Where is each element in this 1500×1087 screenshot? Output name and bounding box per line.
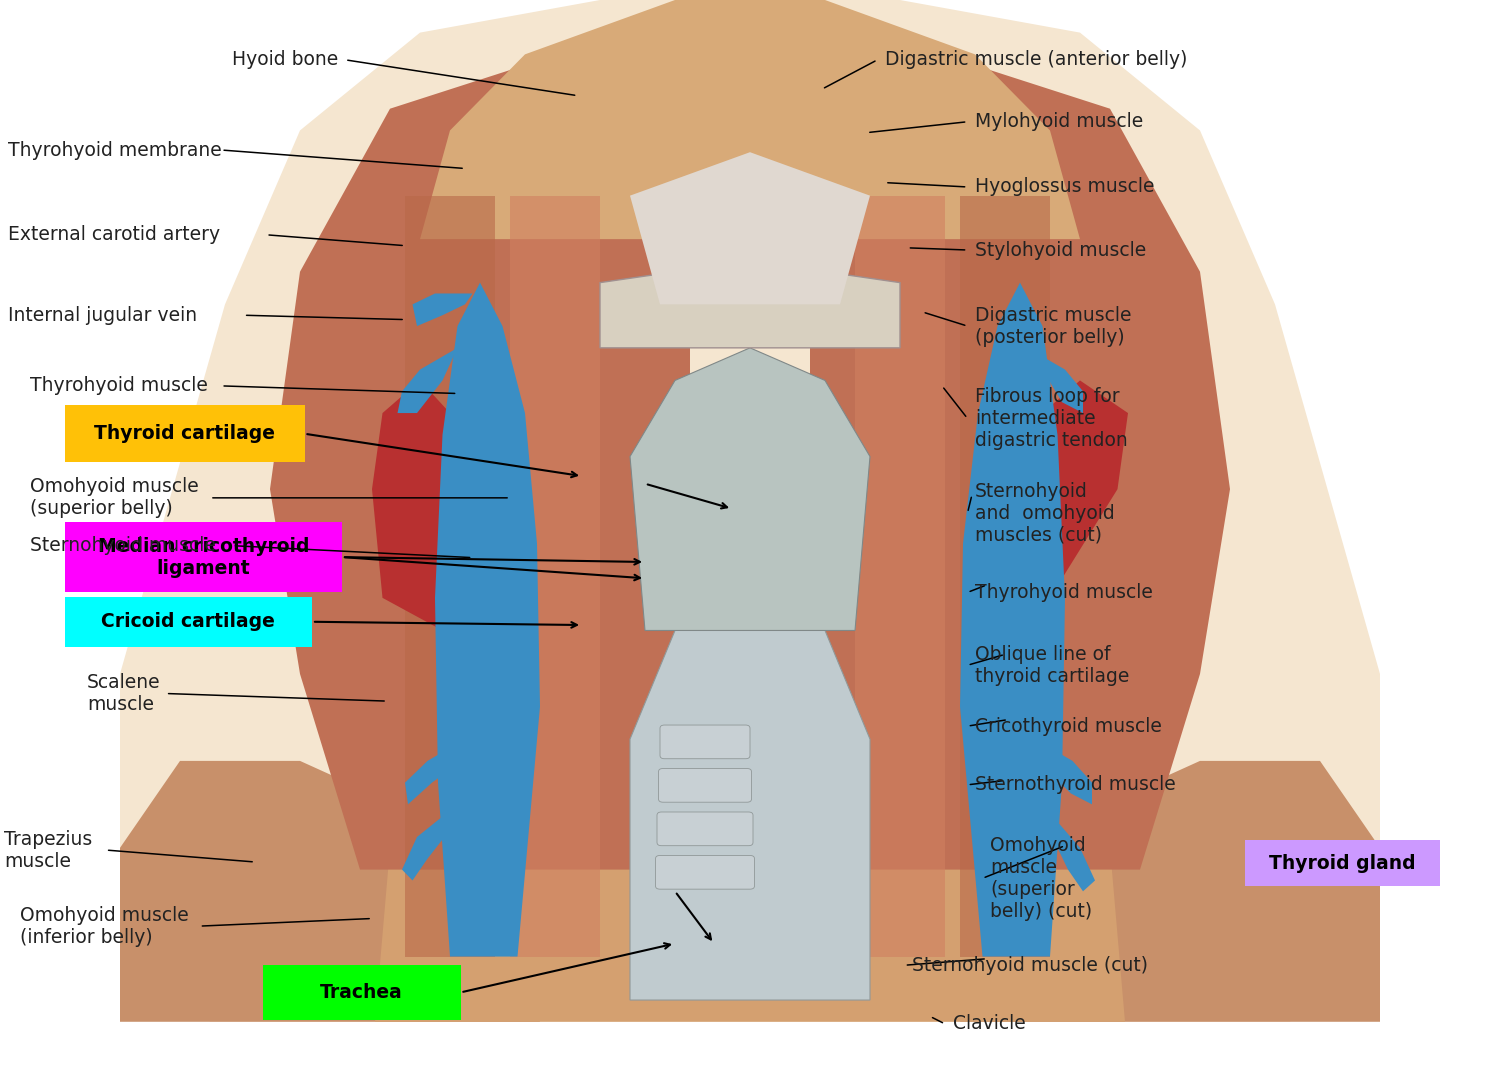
Text: Thyroid cartilage: Thyroid cartilage [94, 424, 274, 443]
Polygon shape [413, 293, 472, 326]
Polygon shape [855, 196, 945, 957]
Text: Scalene
muscle: Scalene muscle [87, 673, 160, 714]
Text: Sternothyroid muscle: Sternothyroid muscle [975, 775, 1176, 795]
Polygon shape [270, 65, 690, 870]
Text: Trapezius
muscle: Trapezius muscle [4, 829, 93, 871]
Polygon shape [435, 283, 540, 957]
Polygon shape [960, 761, 1380, 1022]
Polygon shape [120, 761, 540, 1022]
Text: Omohyoid muscle
(inferior belly): Omohyoid muscle (inferior belly) [20, 905, 189, 947]
FancyBboxPatch shape [64, 597, 312, 647]
Polygon shape [402, 804, 457, 880]
Text: Sternohyoid muscle (cut): Sternohyoid muscle (cut) [912, 955, 1148, 975]
Polygon shape [120, 0, 1380, 1022]
Polygon shape [398, 348, 458, 413]
Text: Digastric muscle
(posterior belly): Digastric muscle (posterior belly) [975, 305, 1131, 347]
Polygon shape [960, 283, 1065, 957]
Polygon shape [1042, 804, 1095, 891]
Polygon shape [420, 0, 1080, 239]
Text: Oblique line of
thyroid cartilage: Oblique line of thyroid cartilage [975, 645, 1130, 686]
Polygon shape [1028, 348, 1083, 413]
Text: Internal jugular vein: Internal jugular vein [8, 305, 196, 325]
Text: Thyrohyoid muscle: Thyrohyoid muscle [975, 583, 1154, 602]
Polygon shape [375, 783, 1125, 1022]
Text: Median cricothyroid
ligament: Median cricothyroid ligament [98, 537, 309, 577]
Text: External carotid artery: External carotid artery [8, 225, 219, 245]
Text: Omohyoid
muscle
(superior
belly) (cut): Omohyoid muscle (superior belly) (cut) [990, 836, 1092, 921]
Text: Fibrous loop for
intermediate
digastric tendon: Fibrous loop for intermediate digastric … [975, 387, 1128, 450]
Polygon shape [630, 152, 870, 304]
Polygon shape [405, 196, 495, 957]
Polygon shape [1038, 380, 1128, 598]
Text: Thyrohyoid muscle: Thyrohyoid muscle [30, 376, 208, 396]
Polygon shape [630, 587, 870, 1000]
Polygon shape [960, 196, 1050, 957]
Text: Clavicle: Clavicle [952, 1014, 1026, 1034]
FancyBboxPatch shape [656, 855, 754, 889]
FancyBboxPatch shape [64, 522, 342, 592]
FancyBboxPatch shape [660, 725, 750, 759]
Polygon shape [810, 65, 1230, 870]
Text: Trachea: Trachea [320, 983, 404, 1002]
Text: Omohyoid muscle
(superior belly): Omohyoid muscle (superior belly) [30, 477, 198, 518]
Polygon shape [1035, 739, 1092, 804]
Polygon shape [372, 380, 458, 630]
Text: Sternohyoid
and  omohyoid
muscles (cut): Sternohyoid and omohyoid muscles (cut) [975, 482, 1114, 545]
Text: Hyoid bone: Hyoid bone [232, 50, 339, 70]
Text: Sternohyoid muscle: Sternohyoid muscle [30, 536, 216, 555]
Polygon shape [510, 196, 600, 957]
FancyBboxPatch shape [262, 965, 460, 1020]
Text: Cricoid cartilage: Cricoid cartilage [102, 612, 274, 632]
Text: Thyroid gland: Thyroid gland [1269, 853, 1416, 873]
Text: Thyrohyoid membrane: Thyrohyoid membrane [8, 140, 222, 160]
FancyBboxPatch shape [1245, 840, 1440, 886]
FancyBboxPatch shape [64, 405, 305, 462]
Polygon shape [405, 739, 465, 804]
Text: Cricothyroid muscle: Cricothyroid muscle [975, 716, 1162, 736]
Text: Mylohyoid muscle: Mylohyoid muscle [975, 112, 1143, 132]
Text: Stylohyoid muscle: Stylohyoid muscle [975, 240, 1146, 260]
Text: Hyoglossus muscle: Hyoglossus muscle [975, 177, 1155, 197]
FancyBboxPatch shape [658, 769, 752, 802]
FancyBboxPatch shape [657, 812, 753, 846]
Text: Digastric muscle (anterior belly): Digastric muscle (anterior belly) [885, 50, 1188, 70]
Polygon shape [630, 348, 870, 630]
Polygon shape [600, 261, 900, 348]
